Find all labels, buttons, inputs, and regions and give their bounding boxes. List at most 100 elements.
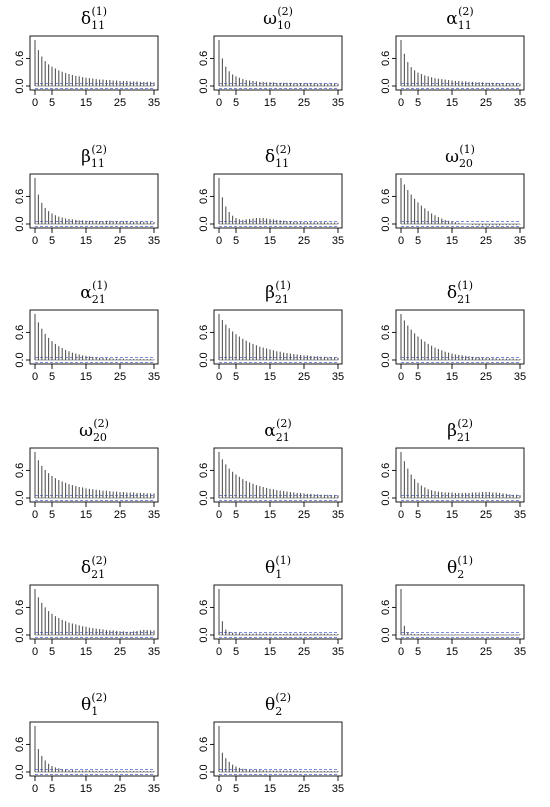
x-tick-label: 15 <box>446 646 458 658</box>
x-tick-label: 0 <box>32 235 38 247</box>
title-subscript: 11 <box>91 19 105 32</box>
panel-title: β21(2) <box>447 417 473 444</box>
x-tick-label: 5 <box>49 646 55 658</box>
x-tick-label: 35 <box>514 646 526 658</box>
x-tick-label: 5 <box>415 97 421 109</box>
panel-title: β21(1) <box>265 279 291 306</box>
title-subscript: 21 <box>92 293 106 306</box>
panel-title: δ21(1) <box>447 279 473 306</box>
title-superscript: (1) <box>92 279 108 292</box>
x-tick-label: 15 <box>264 783 276 795</box>
x-tick-label: 0 <box>32 371 38 383</box>
panel-title: θ1(2) <box>81 691 107 718</box>
panel-title: θ2(2) <box>265 691 291 718</box>
panel-title: α21(1) <box>80 279 107 306</box>
title-symbol: δ <box>447 283 457 303</box>
x-tick-label: 15 <box>264 235 276 247</box>
y-tick-label: 0.6 <box>198 51 210 66</box>
y-tick-label: 0.6 <box>14 51 26 66</box>
y-tick-label: 0.6 <box>198 737 210 752</box>
acf-panel: δ11(1) 0 5 15 25 35 0.0 0.6 <box>14 5 160 109</box>
title-symbol: θ <box>81 695 91 715</box>
plot-frame <box>213 447 343 503</box>
x-tick-label: 15 <box>446 509 458 521</box>
x-tick-label: 15 <box>446 235 458 247</box>
x-tick-label: 35 <box>332 235 344 247</box>
acf-panel: α11(2) 0 5 15 25 35 0.0 0.6 <box>380 5 526 109</box>
title-superscript: (2) <box>457 417 473 430</box>
x-tick-label: 25 <box>114 97 126 109</box>
plot-frame <box>395 309 525 365</box>
plot-frame <box>29 173 159 229</box>
acf-panel: θ2(1) 0 5 15 25 35 0.0 0.6 <box>380 554 526 658</box>
x-tick-label: 5 <box>415 646 421 658</box>
plot-frame <box>29 584 159 640</box>
y-tick-label: 0.6 <box>380 600 392 615</box>
y-tick-label: 0.0 <box>198 627 210 642</box>
title-superscript: (2) <box>458 5 474 18</box>
plot-frame <box>213 309 343 365</box>
x-tick-label: 25 <box>298 783 310 795</box>
x-tick-label: 25 <box>480 97 492 109</box>
acf-panel: ω20(2) 0 5 15 25 35 0.0 0.6 <box>14 417 160 521</box>
title-superscript: (2) <box>92 554 108 567</box>
title-symbol: β <box>81 147 91 167</box>
title-symbol: θ <box>265 558 275 578</box>
x-tick-label: 0 <box>216 646 222 658</box>
title-symbol: θ <box>447 558 457 578</box>
title-superscript: (2) <box>275 691 291 704</box>
x-tick-label: 25 <box>480 509 492 521</box>
x-tick-label: 5 <box>415 509 421 521</box>
x-tick-label: 5 <box>233 646 239 658</box>
y-tick-label: 0.0 <box>198 78 210 93</box>
x-tick-label: 15 <box>80 97 92 109</box>
title-subscript: 2 <box>275 705 282 718</box>
y-tick-label: 0.6 <box>198 600 210 615</box>
x-tick-label: 5 <box>233 783 239 795</box>
x-tick-label: 5 <box>49 235 55 247</box>
acf-panel: θ2(2) 0 5 15 25 35 0.0 0.6 <box>198 691 344 795</box>
x-tick-label: 25 <box>298 646 310 658</box>
x-tick-label: 5 <box>233 371 239 383</box>
panel-title: ω20(2) <box>79 417 109 444</box>
x-tick-label: 0 <box>32 783 38 795</box>
x-tick-label: 0 <box>398 646 404 658</box>
title-superscript: (1) <box>275 279 291 292</box>
title-subscript: 21 <box>457 293 471 306</box>
panel-title: θ1(1) <box>265 554 291 581</box>
panel-title: α11(2) <box>446 5 473 32</box>
title-symbol: ω <box>263 9 277 29</box>
x-tick-label: 35 <box>332 783 344 795</box>
x-tick-label: 35 <box>514 371 526 383</box>
title-subscript: 11 <box>275 157 289 170</box>
acf-panel: ω20(1) 0 5 15 25 35 0.0 0.6 <box>380 143 526 247</box>
x-tick-label: 35 <box>148 783 160 795</box>
x-tick-label: 5 <box>415 235 421 247</box>
y-tick-label: 0.0 <box>380 352 392 367</box>
y-tick-label: 0.6 <box>380 189 392 204</box>
y-tick-label: 0.6 <box>14 463 26 478</box>
y-tick-label: 0.0 <box>14 78 26 93</box>
acf-panel: δ21(2) 0 5 15 25 35 0.0 0.6 <box>14 554 160 658</box>
x-tick-label: 5 <box>49 783 55 795</box>
title-subscript: 21 <box>275 293 289 306</box>
title-subscript: 2 <box>457 568 464 581</box>
plot-frame <box>29 447 159 503</box>
panel-title: δ11(1) <box>81 5 107 32</box>
title-symbol: δ <box>81 558 91 578</box>
x-tick-label: 15 <box>80 646 92 658</box>
plot-frame <box>213 721 343 777</box>
y-tick-label: 0.6 <box>14 600 26 615</box>
plot-frame <box>395 447 525 503</box>
x-tick-label: 0 <box>32 509 38 521</box>
x-tick-label: 25 <box>114 235 126 247</box>
title-symbol: β <box>447 421 457 441</box>
plot-frame <box>213 35 343 91</box>
title-superscript: (2) <box>276 143 292 156</box>
plot-frame <box>213 584 343 640</box>
x-tick-label: 15 <box>264 371 276 383</box>
x-tick-label: 25 <box>114 509 126 521</box>
x-tick-label: 0 <box>398 509 404 521</box>
title-superscript: (1) <box>457 554 473 567</box>
